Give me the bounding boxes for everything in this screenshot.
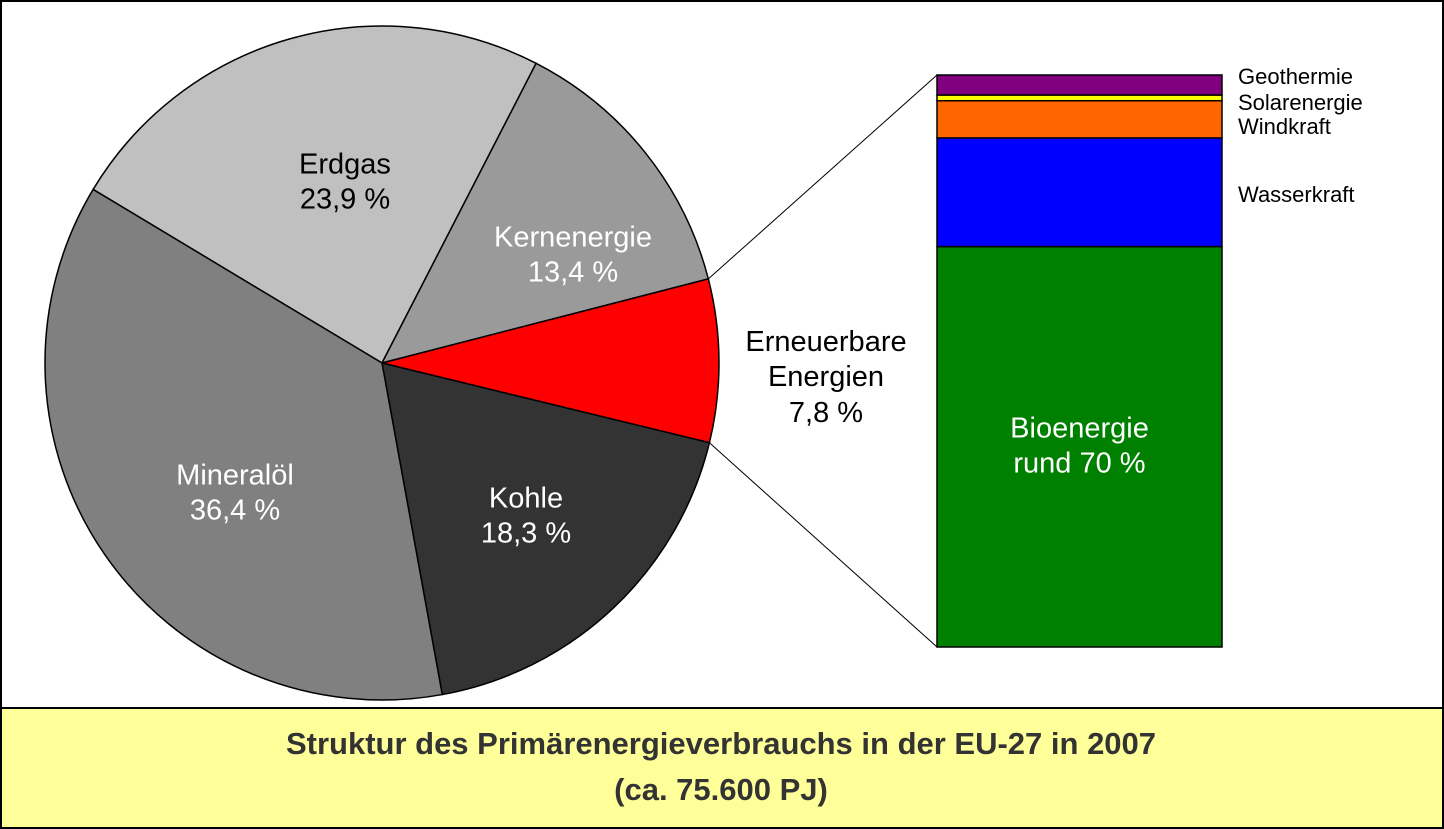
slice-name: Kohle — [488, 482, 564, 515]
segment-label: Wasserkraft — [1238, 182, 1355, 207]
slice-name: Erdgas — [299, 148, 391, 181]
bar-segment — [936, 94, 1223, 102]
pie-slice — [380, 62, 710, 365]
slice-label: Erdgas 23,9 % — [245, 148, 445, 219]
segment-label: Bioenergie rund 70 % — [950, 411, 1210, 482]
slice-value: 7,8 % — [788, 396, 864, 429]
pie-slice — [381, 277, 720, 444]
slice-name: Mineralöl — [176, 459, 294, 492]
chart-title: Struktur des Primärenergieverbrauchs in … — [285, 726, 1157, 761]
slice-value: 13,4 % — [527, 257, 619, 289]
caption-box: Struktur des Primärenergieverbrauchs in … — [0, 707, 1442, 827]
pie-slice — [92, 25, 538, 365]
chart-subtitle: (ca. 75.600 PJ) — [614, 772, 828, 807]
segment-label: Windkraft — [1238, 114, 1331, 139]
slice-value: 23,9 % — [299, 184, 391, 216]
slice-name: Kernenergie — [494, 221, 652, 254]
segment-name: Bioenergie — [1010, 412, 1149, 445]
bar-segment — [936, 137, 1223, 248]
bar-segment — [936, 99, 1223, 139]
slice-label: Mineralöl 36,4 % — [135, 459, 335, 530]
slice-label: Kohle 18,3 % — [426, 482, 626, 553]
slice-label: Erneuerbare Energien 7,8 % — [721, 325, 931, 431]
bar-segment — [936, 74, 1223, 96]
pie-slice — [44, 188, 444, 701]
bar-segment — [936, 245, 1223, 648]
segment-value: rund 70 % — [1013, 447, 1146, 480]
segment-label: Solarenergie — [1238, 90, 1363, 115]
segment-label: Geothermie — [1238, 64, 1353, 89]
connector-line — [709, 442, 938, 648]
slice-label: Kernenergie 13,4 % — [463, 221, 683, 292]
slice-value: 18,3 % — [480, 518, 572, 550]
connector-line — [708, 74, 938, 280]
pie-slice — [381, 361, 711, 696]
slice-value: 36,4 % — [189, 495, 281, 527]
slice-name: Erneuerbare Energien — [745, 325, 907, 394]
